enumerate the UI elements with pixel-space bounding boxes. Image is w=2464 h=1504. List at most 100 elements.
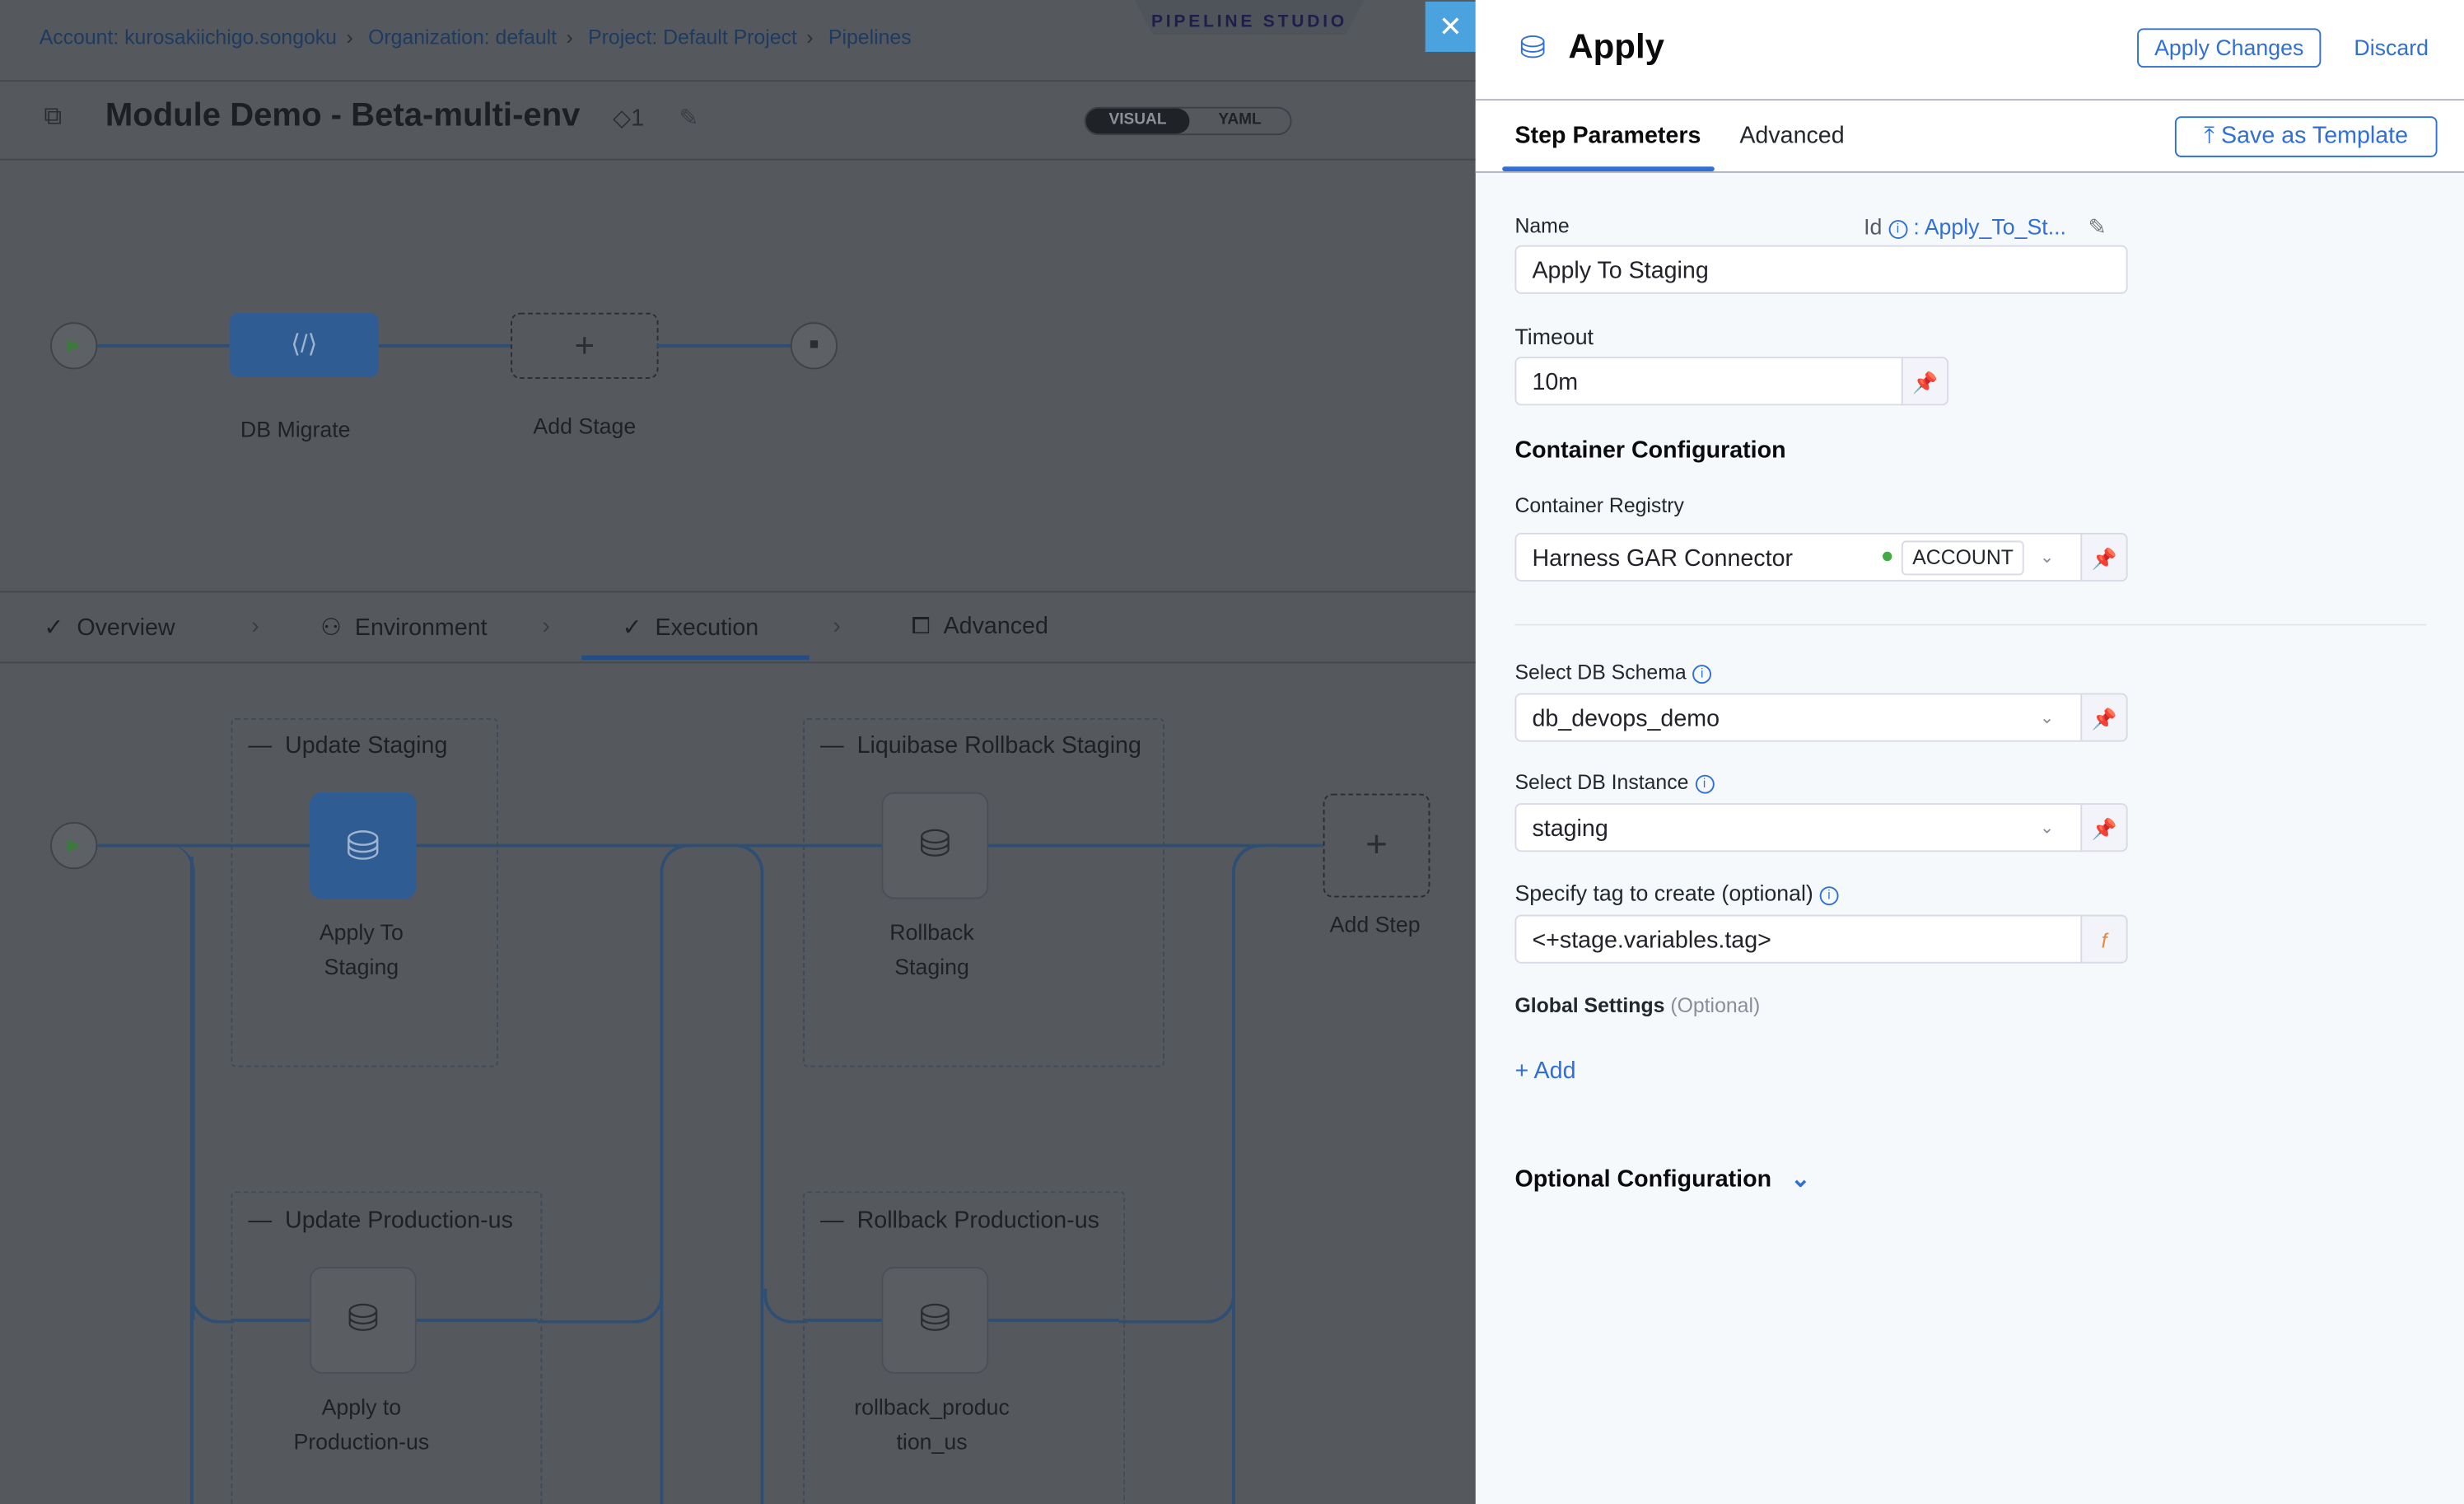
schema-label: Select DB Schema i bbox=[1514, 660, 1712, 684]
close-panel-button[interactable]: ✕ bbox=[1425, 1, 1476, 52]
breadcrumb-account[interactable]: Account: kurosakiichigo.songoku bbox=[39, 25, 338, 49]
container-config-heading: Container Configuration bbox=[1514, 437, 1786, 464]
step-label: rollback_produc tion_us bbox=[854, 1394, 1010, 1455]
pipeline-icon: ⧉ bbox=[44, 103, 63, 131]
db-apply-icon: ⛁ bbox=[1519, 31, 1547, 67]
id-row: Id i : Apply_To_St... ✎ bbox=[1864, 214, 2107, 241]
panel-title: Apply bbox=[1568, 26, 1664, 67]
tag-label: Specify tag to create (optional) i bbox=[1514, 880, 1839, 906]
discard-button[interactable]: Discard bbox=[2354, 34, 2429, 60]
breadcrumb: Account: kurosakiichigo.songoku › Organiz… bbox=[39, 25, 912, 49]
tab-label: Overview bbox=[77, 614, 175, 642]
tag-count: 1 bbox=[631, 105, 645, 133]
group-title: — Rollback Production-us bbox=[820, 1207, 1099, 1234]
chevron-down-icon: ⌄ bbox=[1790, 1165, 1811, 1193]
step-group-update-production[interactable] bbox=[231, 1191, 543, 1504]
pin-icon[interactable]: 📌 bbox=[1901, 357, 1949, 406]
step-label: Rollback Staging bbox=[889, 919, 974, 979]
tab-advanced[interactable]: Advanced bbox=[1739, 122, 1845, 150]
pipeline-studio-canvas: Account: kurosakiichigo.songoku › Organiz… bbox=[0, 0, 1476, 1504]
stage-db-migrate[interactable]: ⟨/⟩ bbox=[229, 312, 379, 377]
tab-label: Execution bbox=[655, 614, 759, 642]
optional-config-toggle[interactable]: Optional Configuration ⌄ bbox=[1514, 1165, 1811, 1193]
db-instance-select[interactable]: staging bbox=[1514, 803, 2083, 852]
step-apply-to-staging[interactable]: ⛁ bbox=[309, 792, 417, 899]
db-apply-icon: ⛁ bbox=[347, 1298, 379, 1341]
view-toggle[interactable]: VISUAL YAML bbox=[1084, 106, 1292, 136]
step-apply-production[interactable]: ⛁ bbox=[309, 1266, 417, 1374]
add-stage-button[interactable]: + bbox=[511, 312, 659, 379]
step-group-update-staging[interactable] bbox=[231, 718, 498, 1067]
name-input[interactable]: Apply To Staging bbox=[1514, 245, 2128, 294]
save-as-template-button[interactable]: ⤒ Save as Template bbox=[2174, 116, 2438, 157]
global-settings-label: Global Settings (Optional) bbox=[1514, 993, 1761, 1017]
divider bbox=[1514, 624, 2427, 626]
tab-environment[interactable]: ⚇ Environment bbox=[320, 613, 487, 641]
db-migrate-icon: ⟨/⟩ bbox=[291, 331, 318, 359]
timeout-input[interactable]: 10m bbox=[1514, 357, 1903, 406]
environment-icon: ⚇ bbox=[320, 614, 342, 642]
edit-id-icon[interactable]: ✎ bbox=[2088, 213, 2107, 240]
pipeline-title: Module Demo - Beta-multi-env bbox=[105, 97, 581, 134]
step-group-rollback-production[interactable] bbox=[803, 1191, 1126, 1504]
advanced-icon: ⧠ bbox=[911, 613, 931, 640]
visual-toggle[interactable]: VISUAL bbox=[1085, 108, 1190, 134]
active-tab-indicator bbox=[581, 655, 810, 661]
name-label: Name bbox=[1514, 213, 1570, 238]
save-template-label: Save as Template bbox=[2221, 122, 2409, 150]
step-rollback-staging[interactable]: ⛁ bbox=[881, 792, 989, 899]
chevron-down-icon[interactable]: ⌄ bbox=[2039, 819, 2055, 838]
tag-input[interactable]: <+stage.variables.tag> bbox=[1514, 914, 2083, 964]
breadcrumb-pipelines[interactable]: Pipelines bbox=[828, 25, 912, 49]
add-step-button[interactable]: + bbox=[1323, 793, 1430, 898]
breadcrumb-org[interactable]: Organization: default bbox=[368, 25, 558, 49]
upload-icon: ⤒ bbox=[2204, 122, 2215, 150]
step-label: Apply to Production-us bbox=[293, 1394, 430, 1455]
group-title: — Update Staging bbox=[248, 732, 448, 759]
stage-label: Add Stage bbox=[533, 413, 637, 439]
pipeline-studio-label: PIPELINE STUDIO bbox=[1134, 0, 1365, 35]
expression-icon[interactable]: f bbox=[2080, 914, 2128, 964]
chevron-right-icon: › bbox=[542, 613, 550, 640]
registry-label: Container Registry bbox=[1514, 493, 1684, 517]
tab-advanced[interactable]: ⧠ Advanced bbox=[912, 613, 1048, 639]
tab-label: Environment bbox=[354, 614, 488, 642]
tag-icon[interactable]: ◇1 bbox=[613, 105, 645, 133]
tab-overview[interactable]: ✓ Overview bbox=[44, 614, 175, 642]
divider bbox=[0, 80, 1476, 82]
breadcrumb-project[interactable]: Project: Default Project bbox=[588, 25, 797, 49]
pin-icon[interactable]: 📌 bbox=[2080, 693, 2128, 742]
db-schema-select[interactable]: db_devops_demo bbox=[1514, 693, 2083, 742]
pipeline-start-icon: ▶ bbox=[50, 322, 98, 370]
yaml-toggle[interactable]: YAML bbox=[1218, 111, 1262, 129]
add-step-label: Add Step bbox=[1329, 911, 1421, 937]
add-global-setting-button[interactable]: + Add bbox=[1514, 1058, 1576, 1085]
info-icon: i bbox=[1888, 220, 1907, 240]
instance-label: Select DB Instance i bbox=[1514, 770, 1714, 794]
timeout-label: Timeout bbox=[1514, 324, 1594, 349]
edit-pencil-icon[interactable]: ✎ bbox=[679, 105, 699, 133]
pin-icon[interactable]: 📌 bbox=[2080, 803, 2128, 852]
tab-step-parameters[interactable]: Step Parameters bbox=[1514, 122, 1701, 150]
divider bbox=[0, 158, 1476, 161]
db-apply-icon: ⛁ bbox=[345, 821, 380, 870]
db-rollback-icon: ⛁ bbox=[919, 823, 951, 866]
chevron-down-icon[interactable]: ⌄ bbox=[2039, 708, 2055, 728]
stage-label: DB Migrate bbox=[240, 416, 351, 442]
scope-badge: ACCOUNT bbox=[1901, 540, 2025, 576]
registry-value: Harness GAR Connector bbox=[1532, 545, 1794, 572]
info-icon: i bbox=[1692, 665, 1712, 684]
apply-changes-button[interactable]: Apply Changes bbox=[2137, 28, 2322, 68]
status-dot bbox=[1882, 551, 1892, 562]
pin-icon[interactable]: 📌 bbox=[2080, 532, 2128, 582]
step-rollback-production[interactable]: ⛁ bbox=[881, 1266, 989, 1374]
chevron-right-icon: › bbox=[251, 613, 259, 640]
step-group-rollback-staging[interactable] bbox=[803, 718, 1164, 1067]
chevron-down-icon[interactable]: ⌄ bbox=[2039, 548, 2055, 568]
tab-execution[interactable]: ✓ Execution bbox=[622, 614, 759, 642]
tab-label: Advanced bbox=[943, 613, 1048, 640]
step-config-panel: ⛁ Apply Apply Changes Discard Step Param… bbox=[1475, 0, 2464, 1504]
chevron-right-icon: › bbox=[833, 613, 841, 640]
id-label: Id bbox=[1864, 213, 1883, 240]
step-label: Apply To Staging bbox=[319, 919, 404, 979]
